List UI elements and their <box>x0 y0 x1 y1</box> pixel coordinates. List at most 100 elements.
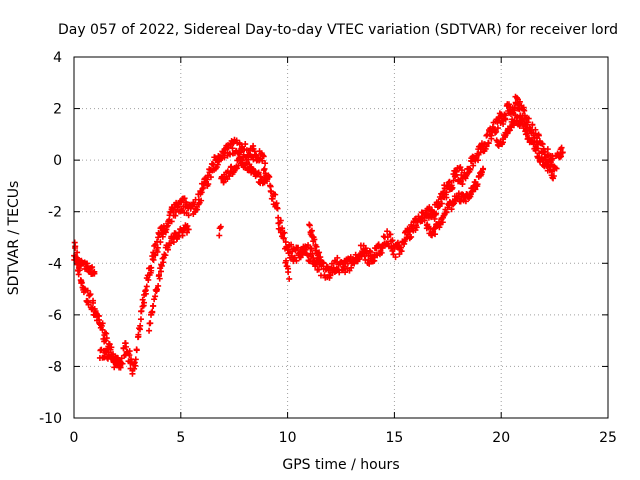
data-point <box>495 115 502 122</box>
data-point <box>550 172 557 179</box>
data-point <box>158 262 165 269</box>
data-point <box>142 287 149 294</box>
data-point <box>533 145 540 152</box>
data-point <box>463 172 470 179</box>
data-point <box>115 358 122 365</box>
data-point <box>443 209 450 216</box>
data-point <box>148 264 155 271</box>
data-point <box>146 327 153 334</box>
data-point <box>155 282 162 289</box>
data-point <box>392 254 399 261</box>
data-point <box>426 204 433 211</box>
data-point <box>488 135 495 142</box>
data-point <box>158 268 165 275</box>
data-point <box>285 269 292 276</box>
data-point <box>198 197 205 204</box>
data-point <box>432 231 439 238</box>
data-point <box>194 206 201 213</box>
data-point <box>475 157 482 164</box>
data-point <box>154 286 161 293</box>
data-point <box>431 215 438 222</box>
data-point <box>150 302 157 309</box>
data-point <box>181 195 188 202</box>
data-point <box>72 243 79 250</box>
data-point <box>308 227 315 234</box>
data-point <box>179 232 186 239</box>
data-point <box>272 191 279 198</box>
data-point <box>167 209 174 216</box>
data-point <box>86 292 93 299</box>
data-point <box>446 178 453 185</box>
data-point <box>311 236 318 243</box>
data-point <box>149 308 156 315</box>
data-point <box>255 169 262 176</box>
data-point <box>378 249 385 256</box>
data-point <box>340 264 347 271</box>
x-tick-label: 20 <box>492 430 510 446</box>
axis-ticks: 0 5 10 15 20 25 -10 -8 -6 -4 -2 0 2 4 <box>39 50 617 446</box>
data-point <box>260 178 267 185</box>
data-point <box>317 254 324 261</box>
data-point <box>542 159 549 166</box>
y-axis-label: SDTVAR / TECUs <box>6 181 22 296</box>
data-point <box>157 239 164 246</box>
data-point <box>132 362 139 369</box>
data-point <box>295 244 302 251</box>
data-point <box>150 257 157 264</box>
data-point <box>474 150 481 157</box>
y-tick-label: -8 <box>48 359 62 375</box>
data-point <box>413 224 420 231</box>
data-point <box>521 121 528 128</box>
data-point <box>334 254 341 261</box>
x-tick-label: 5 <box>176 430 185 446</box>
data-point <box>103 335 110 342</box>
data-point <box>280 235 287 242</box>
data-point <box>384 228 391 235</box>
data-point <box>313 243 320 250</box>
data-point <box>470 162 477 169</box>
chart-title: Day 057 of 2022, Sidereal Day-to-day VTE… <box>58 22 618 38</box>
data-point <box>283 257 290 264</box>
y-tick-label: -6 <box>48 308 62 324</box>
data-point <box>220 150 227 157</box>
data-point <box>262 174 269 181</box>
data-point <box>260 153 267 160</box>
data-point <box>549 168 556 175</box>
data-point <box>274 205 281 212</box>
data-point <box>152 293 159 300</box>
data-point <box>485 140 492 147</box>
data-point <box>493 128 500 135</box>
data-point <box>156 275 163 282</box>
data-point <box>279 225 286 232</box>
data-point <box>139 296 146 303</box>
data-point <box>87 291 94 298</box>
data-point <box>257 173 264 180</box>
data-point <box>281 229 288 236</box>
data-point <box>137 316 144 323</box>
data-point <box>221 154 228 161</box>
data-point <box>367 249 374 256</box>
data-point <box>316 249 323 256</box>
data-point <box>167 240 174 247</box>
data-point <box>207 174 214 181</box>
data-point <box>438 200 445 207</box>
data-point <box>529 121 536 128</box>
data-point <box>389 237 396 244</box>
y-tick-label: -2 <box>48 205 62 221</box>
data-point <box>119 360 126 367</box>
data-point <box>492 129 499 136</box>
data-point <box>448 206 455 213</box>
data-point <box>108 344 115 351</box>
data-point <box>90 269 97 276</box>
data-point <box>535 132 542 139</box>
data-point <box>151 251 158 258</box>
data-point <box>84 263 91 270</box>
data-point <box>433 210 440 217</box>
data-point <box>499 139 506 146</box>
data-point <box>214 161 221 168</box>
data-point <box>472 186 479 193</box>
data-point <box>494 125 501 132</box>
data-point <box>544 146 551 153</box>
data-point <box>205 181 212 188</box>
